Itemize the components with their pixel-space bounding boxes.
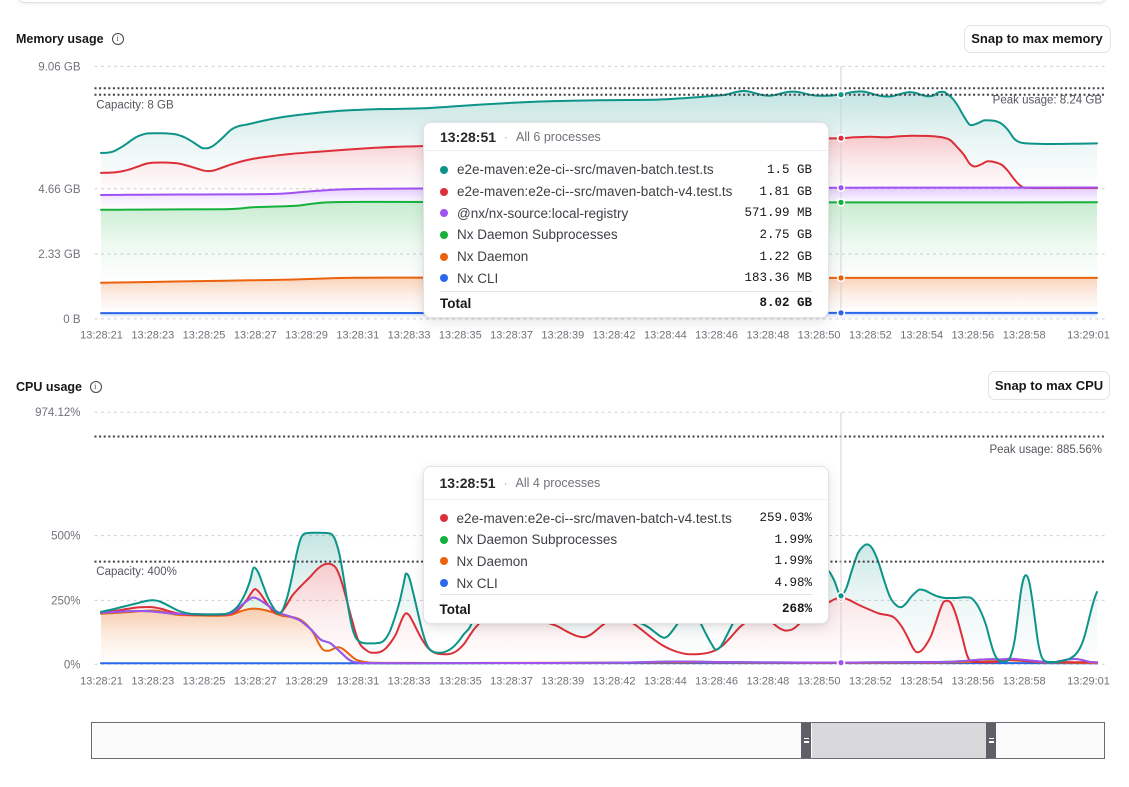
svg-text:13:28:39: 13:28:39 [541, 330, 584, 342]
svg-text:13:28:56: 13:28:56 [951, 330, 994, 342]
svg-text:13:28:52: 13:28:52 [849, 330, 892, 342]
svg-text:13:28:29: 13:28:29 [285, 676, 328, 688]
svg-text:13:28:42: 13:28:42 [593, 676, 636, 688]
svg-text:2.33 GB: 2.33 GB [38, 249, 81, 261]
svg-text:13:28:48: 13:28:48 [746, 676, 789, 688]
svg-text:13:28:46: 13:28:46 [695, 676, 738, 688]
svg-text:13:28:21: 13:28:21 [80, 330, 123, 342]
svg-text:13:28:23: 13:28:23 [131, 330, 174, 342]
svg-text:13:28:31: 13:28:31 [336, 330, 379, 342]
svg-text:13:28:27: 13:28:27 [234, 676, 277, 688]
svg-text:13:29:01: 13:29:01 [1067, 330, 1110, 342]
svg-text:13:28:35: 13:28:35 [439, 330, 482, 342]
svg-text:Peak usage: 8.24 GB: Peak usage: 8.24 GB [993, 95, 1103, 107]
svg-text:13:28:44: 13:28:44 [644, 330, 687, 342]
svg-text:0 B: 0 B [63, 314, 81, 326]
svg-text:13:28:46: 13:28:46 [695, 330, 738, 342]
svg-text:13:28:37: 13:28:37 [490, 330, 533, 342]
svg-text:13:28:21: 13:28:21 [80, 676, 123, 688]
svg-text:13:28:44: 13:28:44 [644, 676, 687, 688]
svg-text:13:28:39: 13:28:39 [541, 676, 584, 688]
svg-text:13:28:56: 13:28:56 [951, 676, 994, 688]
svg-text:13:28:23: 13:28:23 [131, 676, 174, 688]
svg-text:13:28:50: 13:28:50 [798, 676, 841, 688]
svg-text:4.66 GB: 4.66 GB [38, 184, 81, 196]
svg-text:13:28:33: 13:28:33 [388, 330, 431, 342]
svg-text:13:28:58: 13:28:58 [1003, 676, 1046, 688]
svg-text:Capacity: 8 GB: Capacity: 8 GB [96, 100, 174, 112]
svg-text:13:28:31: 13:28:31 [336, 676, 379, 688]
svg-text:0%: 0% [64, 659, 81, 671]
svg-text:13:28:35: 13:28:35 [439, 676, 482, 688]
svg-text:13:28:27: 13:28:27 [234, 330, 277, 342]
svg-text:9.06 GB: 9.06 GB [38, 61, 81, 73]
svg-text:500%: 500% [51, 531, 80, 543]
svg-text:13:28:25: 13:28:25 [183, 676, 226, 688]
svg-text:13:29:01: 13:29:01 [1067, 676, 1110, 688]
svg-text:Peak usage: 885.56%: Peak usage: 885.56% [989, 444, 1102, 456]
svg-text:13:28:54: 13:28:54 [900, 676, 943, 688]
svg-text:13:28:48: 13:28:48 [746, 330, 789, 342]
svg-text:Capacity: 400%: Capacity: 400% [96, 566, 177, 578]
svg-text:13:28:37: 13:28:37 [490, 676, 533, 688]
svg-text:13:28:29: 13:28:29 [285, 330, 328, 342]
svg-text:13:28:58: 13:28:58 [1003, 330, 1046, 342]
svg-text:13:28:33: 13:28:33 [388, 676, 431, 688]
svg-text:13:28:25: 13:28:25 [183, 330, 226, 342]
svg-text:13:28:52: 13:28:52 [849, 676, 892, 688]
svg-text:13:28:42: 13:28:42 [593, 330, 636, 342]
svg-text:250%: 250% [51, 595, 80, 607]
svg-text:13:28:54: 13:28:54 [900, 330, 943, 342]
svg-text:13:28:50: 13:28:50 [798, 330, 841, 342]
svg-text:974.12%: 974.12% [35, 407, 80, 419]
